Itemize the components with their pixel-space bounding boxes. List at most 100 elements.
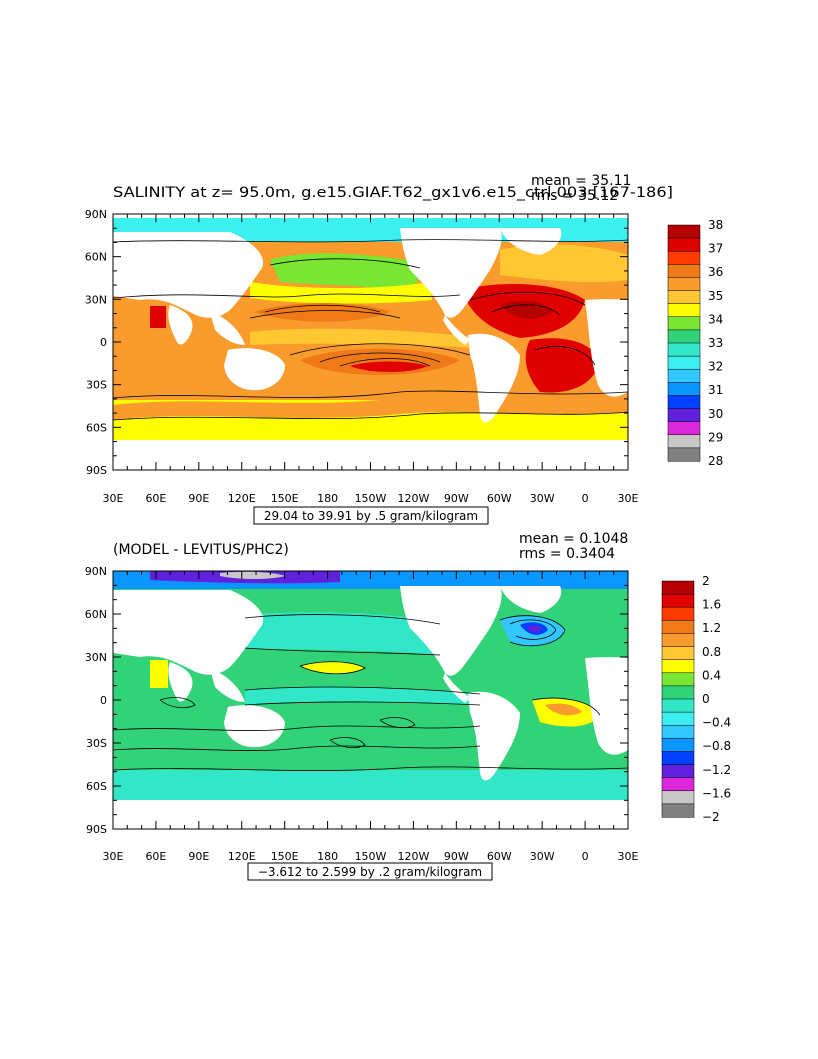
bottom-mean-label: mean = 0.1048 [519, 531, 628, 547]
top-colorbar-swatch-16 [667, 434, 701, 449]
top-lon-label-4: 150E [271, 492, 299, 505]
top-colorbar-swatch-4 [667, 277, 701, 292]
bottom-colorbar-label-8: −1.2 [702, 763, 731, 777]
bottom-lon-label-9: 60W [487, 850, 512, 863]
top-colorbar-swatch-10 [667, 355, 701, 370]
top-map [113, 214, 628, 470]
top-colorbar-swatch-8 [667, 329, 701, 344]
bottom-colorbar-swatch-16 [661, 790, 695, 805]
top-colorbar-swatch-2 [667, 250, 701, 265]
bottom-lon-label-7: 120W [397, 850, 429, 863]
bottom-rms-label: rms = 0.3404 [519, 546, 615, 562]
top-colorbar-label-6: 32 [708, 360, 723, 374]
top-lon-label-5: 180 [317, 492, 338, 505]
bottom-land-central-america [443, 673, 470, 703]
top-land-se-asia [210, 312, 245, 345]
top-lat-label-6: 90S [86, 464, 107, 477]
bottom-map [113, 571, 628, 829]
top-colorbar-swatch-14 [667, 408, 701, 423]
top-north-pacific-yellow [250, 282, 432, 304]
bottom-lat-label-2: 30N [85, 651, 107, 664]
top-colorbar-label-8: 30 [708, 407, 723, 421]
top-lat-label-4: 30S [86, 379, 107, 392]
bottom-colorbar-label-5: 0 [702, 692, 710, 706]
top-lat-label-5: 60S [86, 421, 107, 434]
top-land-north-america [400, 228, 502, 318]
top-lon-axis: 30E 60E 90E 120E 150E 180 150W 120W 90W 60W 30W 0 30… [103, 214, 639, 505]
bottom-land-greenland [500, 586, 562, 613]
bottom-lon-label-12: 30E [618, 850, 639, 863]
bottom-colorbar-swatch-2 [661, 606, 695, 621]
top-colorbar-swatch-12 [667, 382, 701, 396]
bottom-range-box [247, 862, 493, 881]
bottom-colorbar-label-4: 0.4 [702, 668, 721, 682]
bottom-eq-band [245, 687, 480, 705]
top-lon-label-0: 30E [103, 492, 124, 505]
top-land-india [168, 305, 193, 345]
top-colorbar-label-2: 36 [708, 265, 723, 279]
bottom-colorbar-label-3: 0.8 [702, 645, 721, 659]
top-colorbar-label-5: 33 [708, 336, 723, 350]
top-range-box [253, 506, 489, 525]
bottom-colorbar-label-9: −1.6 [702, 786, 731, 800]
top-lat-label-2: 30N [85, 293, 107, 306]
top-range-label: 29.04 to 39.91 by .5 gram/kilogram [264, 509, 478, 523]
bottom-lon-label-1: 60E [145, 850, 166, 863]
bottom-colorbar-swatch-7 [661, 672, 695, 687]
top-colorbar-swatch-13 [667, 395, 701, 410]
top-colorbar-label-3: 35 [708, 289, 723, 303]
bottom-colorbar-swatch-1 [661, 593, 695, 608]
top-colorbar-swatch-1 [667, 237, 701, 252]
bottom-lon-label-11: 0 [582, 850, 589, 863]
top-rms-label: rms = 35.12 [531, 188, 618, 204]
bottom-land-north-america [400, 586, 502, 676]
top-lon-label-10: 30W [530, 492, 555, 505]
bottom-colorbar-label-6: −0.4 [702, 716, 731, 730]
top-subpolar-atlantic [500, 244, 628, 283]
bottom-land-se-asia [210, 669, 245, 702]
bottom-lon-label-10: 30W [530, 850, 555, 863]
top-lon-label-7: 120W [397, 492, 429, 505]
bottom-lon-label-4: 150E [271, 850, 299, 863]
top-lat-label-3: 0 [100, 336, 107, 349]
bottom-colorbar-label-2: 1.2 [702, 621, 721, 635]
bottom-colorbar-swatch-13 [661, 751, 695, 766]
bottom-colorbar-label-7: −0.8 [702, 739, 731, 753]
bottom-lon-label-6: 150W [355, 850, 387, 863]
top-lon-label-1: 60E [145, 492, 166, 505]
bottom-lat-label-1: 60N [85, 608, 107, 621]
bottom-panel-title: (MODEL - LEVITUS/PHC2) [113, 542, 289, 558]
top-colorbar-swatch-0 [667, 224, 701, 239]
bottom-lon-label-3: 120E [228, 850, 256, 863]
bottom-colorbar-swatch-8 [661, 685, 695, 700]
top-lon-label-2: 90E [188, 492, 209, 505]
top-colorbar-swatch-17 [667, 447, 701, 462]
bottom-panel: mean = 0.1048 rms = 0.3404 (MODEL - LEVI… [85, 531, 731, 881]
bottom-colorbar-swatch-12 [661, 738, 695, 752]
top-lat-label-0: 90N [85, 208, 107, 221]
top-colorbar-swatch-11 [667, 368, 701, 383]
bottom-colorbar-swatch-3 [661, 620, 695, 634]
bottom-land-south-america [468, 691, 520, 781]
bottom-arctic-core [220, 571, 285, 579]
top-colorbar-label-7: 31 [708, 383, 723, 397]
bottom-colorbar-swatch-5 [661, 646, 695, 661]
top-red-sea [150, 306, 166, 328]
bottom-colorbar-label-10: −2 [702, 810, 720, 824]
bottom-colorbar-swatch-4 [661, 633, 695, 648]
top-land-central-america [443, 315, 470, 345]
bottom-south-atlantic-orange [545, 703, 582, 716]
bottom-colorbar-swatch-15 [661, 777, 695, 792]
bottom-north-pacific [245, 612, 440, 655]
top-colorbar-swatch-3 [667, 264, 701, 278]
top-lat-label-1: 60N [85, 251, 107, 264]
bottom-land-eurasia [113, 590, 264, 675]
bottom-land-africa [585, 657, 628, 755]
top-colorbar-swatch-6 [667, 303, 701, 318]
top-colorbar-label-10: 28 [708, 454, 723, 468]
bottom-pacific-yellow [300, 661, 365, 674]
top-colorbar-label-9: 29 [708, 430, 723, 444]
top-mean-label: mean = 35.11 [531, 173, 631, 189]
bottom-southern-ocean [113, 770, 628, 800]
